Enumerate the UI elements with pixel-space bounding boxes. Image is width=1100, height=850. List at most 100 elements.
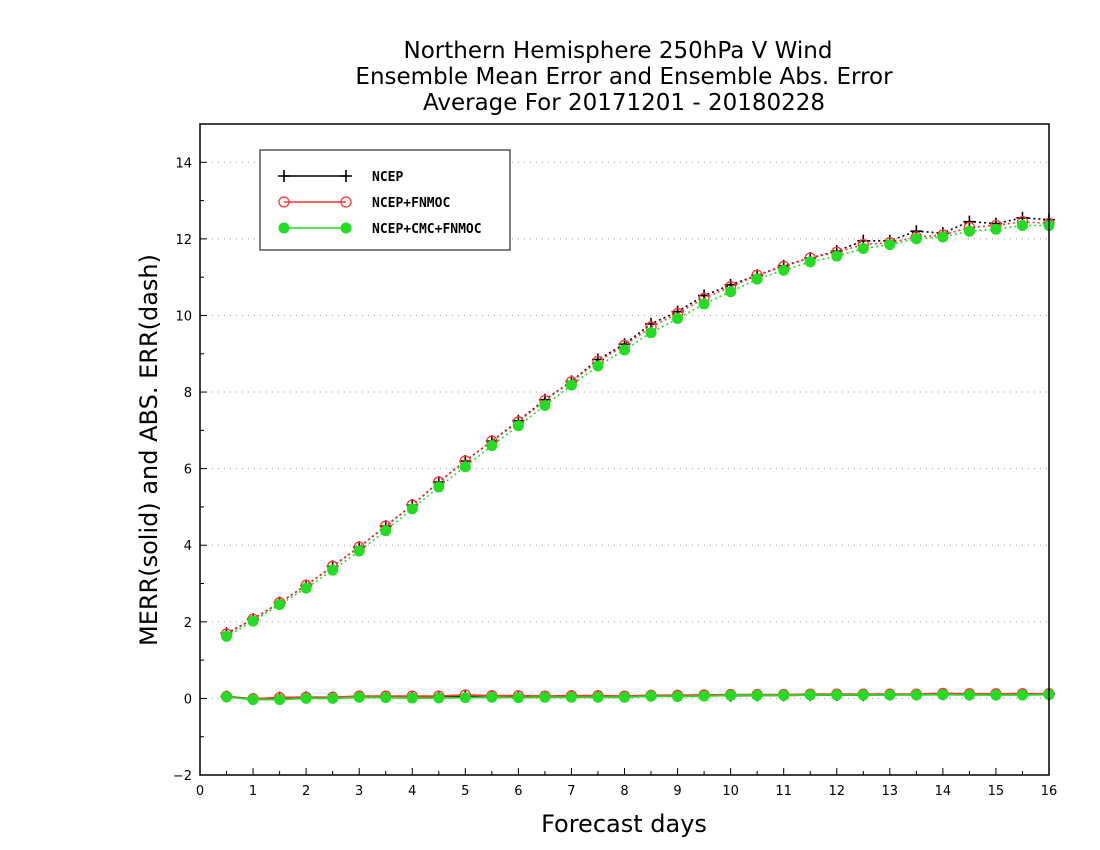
data-point xyxy=(300,692,312,704)
data-point xyxy=(247,615,259,627)
y-axis-label: MERR(solid) and ABS. ERR(dash) xyxy=(135,254,163,646)
y-axis: −2 0 2 4 6 8 10 12 14 xyxy=(173,156,207,784)
data-point xyxy=(565,379,577,391)
x-tick-label: 2 xyxy=(302,784,310,799)
y-tick-label: 2 xyxy=(184,616,192,631)
chart-title: Northern Hemisphere 250hPa V Wind Ensemb… xyxy=(355,38,893,116)
data-point xyxy=(963,225,975,237)
data-point xyxy=(340,222,352,234)
data-point xyxy=(327,564,339,576)
y-tick-label: 10 xyxy=(175,309,192,324)
data-point xyxy=(486,440,498,452)
data-point xyxy=(512,692,524,704)
data-point xyxy=(459,461,471,473)
y-tick-label: 12 xyxy=(175,233,192,248)
legend-label: NCEP xyxy=(372,170,403,185)
data-point xyxy=(512,420,524,432)
data-point xyxy=(910,233,922,245)
data-point xyxy=(990,223,1002,235)
data-point xyxy=(751,689,763,701)
x-axis-label: Forecast days xyxy=(541,810,707,838)
data-point xyxy=(804,256,816,268)
y-tick-label: 6 xyxy=(184,463,192,478)
y-tick-label: −2 xyxy=(173,769,192,784)
data-point xyxy=(857,242,869,254)
legend-item: NCEP xyxy=(278,170,403,185)
legend-label: NCEP+FNMOC xyxy=(372,196,450,211)
data-point xyxy=(698,690,710,702)
data-point xyxy=(274,694,286,706)
x-tick-label: 5 xyxy=(461,784,469,799)
data-point xyxy=(937,231,949,243)
data-point xyxy=(433,692,445,704)
data-point xyxy=(278,170,290,182)
y-tick-label: 0 xyxy=(184,692,192,707)
legend-item: NCEP+CMC+FNMOC xyxy=(278,222,482,237)
data-point xyxy=(433,481,445,493)
data-point xyxy=(857,689,869,701)
data-point xyxy=(831,250,843,262)
data-point xyxy=(963,689,975,701)
y-tick-label: 4 xyxy=(184,539,192,554)
data-point xyxy=(592,360,604,372)
data-point xyxy=(353,691,365,703)
abs-error-line xyxy=(226,216,1050,635)
data-point xyxy=(565,691,577,703)
data-point xyxy=(778,689,790,701)
data-point xyxy=(645,690,657,702)
legend-item: NCEP+FNMOC xyxy=(278,196,450,211)
data-point xyxy=(340,170,352,182)
x-tick-label: 6 xyxy=(514,784,522,799)
abs-error-line xyxy=(226,224,1049,638)
data-point xyxy=(278,222,290,234)
data-point xyxy=(672,690,684,702)
abs-error-line xyxy=(226,220,1050,635)
series-ncep-fnmoc xyxy=(220,215,1055,705)
x-tick-label: 4 xyxy=(408,784,416,799)
data-point xyxy=(486,691,498,703)
data-point xyxy=(804,689,816,701)
x-tick-label: 7 xyxy=(567,784,575,799)
y-tick-label: 14 xyxy=(175,156,192,171)
x-tick-label: 16 xyxy=(1041,784,1058,799)
series-ncep-cmc-fnmoc xyxy=(221,219,1055,706)
x-tick-label: 3 xyxy=(355,784,363,799)
data-point xyxy=(963,215,976,228)
x-tick-label: 11 xyxy=(775,784,792,799)
x-axis: 0 1 2 3 4 5 6 7 8 9 10 11 12 13 14 15 16 xyxy=(196,768,1057,799)
data-point xyxy=(910,689,922,701)
x-tick-label: 8 xyxy=(620,784,628,799)
series-layer xyxy=(220,211,1055,706)
title-line-3: Average For 20171201 - 20180228 xyxy=(423,90,825,116)
data-point xyxy=(459,692,471,704)
x-tick-label: 13 xyxy=(882,784,899,799)
data-point xyxy=(380,692,392,704)
data-point xyxy=(592,691,604,703)
data-point xyxy=(406,503,418,515)
data-point xyxy=(380,525,392,537)
data-point xyxy=(274,599,286,611)
x-tick-label: 14 xyxy=(935,784,952,799)
data-point xyxy=(990,689,1002,701)
data-point xyxy=(406,692,418,704)
data-point xyxy=(698,298,710,310)
data-point xyxy=(278,196,290,208)
data-point xyxy=(221,691,233,703)
data-point xyxy=(778,264,790,276)
data-point xyxy=(353,545,365,557)
data-point xyxy=(884,239,896,251)
data-point xyxy=(672,313,684,325)
x-tick-label: 9 xyxy=(673,784,681,799)
x-tick-label: 10 xyxy=(722,784,739,799)
y-tick-label: 8 xyxy=(184,386,192,401)
data-point xyxy=(340,196,352,208)
grid xyxy=(200,161,1049,776)
x-tick-label: 12 xyxy=(828,784,845,799)
data-point xyxy=(645,327,657,339)
data-point xyxy=(884,689,896,701)
data-point xyxy=(539,399,551,411)
data-point xyxy=(1016,219,1028,231)
data-point xyxy=(751,273,763,285)
data-point xyxy=(831,689,843,701)
x-tick-label: 0 xyxy=(196,784,204,799)
